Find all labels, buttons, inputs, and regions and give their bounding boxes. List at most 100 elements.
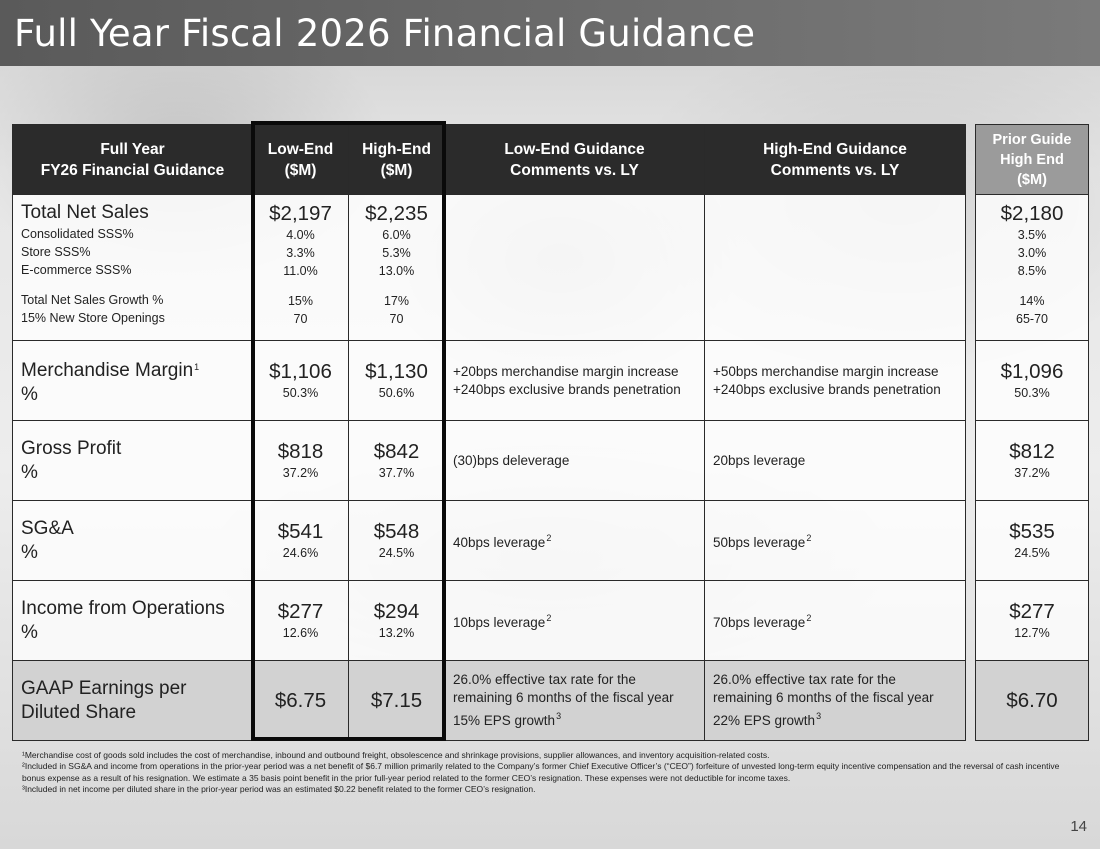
high-value: $842	[373, 440, 420, 463]
title-bar: Full Year Fiscal 2026 Financial Guidance	[0, 0, 1100, 66]
low-comment-cell: 26.0% effective tax rate for the remaini…	[444, 660, 705, 741]
high-value: $294	[373, 600, 420, 623]
eps-high: $7.15	[370, 689, 423, 712]
table-row-merch-margin: Merchandise Margin1 % $1,106 50.3% $1,13…	[12, 340, 966, 421]
header-row: Prior Guide High End ($M)	[975, 124, 1089, 195]
net-sales-high: $2,235	[365, 202, 428, 225]
prior-value: $277	[1009, 600, 1055, 623]
sub-value: 3.3%	[286, 246, 315, 260]
high-comment: +240bps exclusive brands penetration	[713, 381, 941, 397]
high-comment: 50bps leverage	[713, 535, 806, 550]
row-label: Income from Operations	[21, 597, 225, 619]
sub-value: 15%	[287, 294, 314, 308]
prior-row: $277 12.7%	[975, 580, 1089, 661]
prior-guide-table: Prior Guide High End ($M) $2,180 3.5% 3.…	[975, 124, 1089, 741]
sub-label: Total Net Sales Growth %	[21, 293, 164, 307]
net-sales-low: $2,197	[269, 202, 332, 225]
row-label: SG&A	[21, 517, 74, 539]
sub-label: Store SSS%	[21, 245, 91, 259]
low-comment: remaining 6 months of the fiscal year	[453, 690, 674, 705]
footnote-ref: 2	[806, 533, 812, 543]
prior-pct: 24.5%	[1014, 546, 1050, 560]
row-label: GAAP Earnings per	[21, 677, 187, 699]
prior-row-eps: $6.70	[975, 660, 1089, 741]
sub-value: 70	[389, 312, 404, 326]
high-comment: 20bps leverage	[713, 452, 806, 468]
page-title: Full Year Fiscal 2026 Financial Guidance	[14, 12, 756, 55]
low-value-cell: $277 12.6%	[252, 580, 349, 661]
prior-net-sales-cell: $2,180 3.5% 3.0% 8.5% 14% 65-70	[975, 194, 1089, 341]
high-comment: remaining 6 months of the fiscal year	[713, 690, 934, 705]
net-sales-low-comment	[444, 194, 705, 341]
prior-row: $535 24.5%	[975, 500, 1089, 581]
low-value-cell: $541 24.6%	[252, 500, 349, 581]
table-row-gross-profit: Gross Profit % $818 37.2% $842 37.7% (30…	[12, 420, 966, 501]
sub-value: 14%	[1019, 294, 1045, 308]
high-value: $1,130	[365, 360, 428, 383]
low-comment-cell: +20bps merchandise margin increase +240b…	[444, 340, 705, 421]
high-value-cell: $1,130 50.6%	[348, 340, 445, 421]
sub-value: 65-70	[1016, 312, 1048, 326]
row-label-cell: Income from Operations %	[12, 580, 253, 661]
table-row-income-ops: Income from Operations % $277 12.6% $294…	[12, 580, 966, 661]
high-comment: +50bps merchandise margin increase	[713, 363, 939, 379]
low-value-cell: $6.75	[252, 660, 349, 741]
low-comment-cell: 10bps leverage2	[444, 580, 705, 661]
high-value-cell: $7.15	[348, 660, 445, 741]
high-pct: 24.5%	[378, 546, 415, 560]
header-low-comment: Low-End Guidance Comments vs. LY	[444, 124, 705, 195]
net-sales-high-cell: $2,235 6.0% 5.3% 13.0% 17% 70	[348, 194, 445, 341]
row-label-pct: %	[21, 621, 38, 643]
net-sales-label-cell: Total Net Sales Consolidated SSS% Store …	[12, 194, 253, 341]
low-pct: 50.3%	[282, 386, 319, 400]
high-pct: 50.6%	[378, 386, 415, 400]
high-comment: 22% EPS growth	[713, 713, 816, 728]
row-label-cell: Merchandise Margin1 %	[12, 340, 253, 421]
high-comment: 70bps leverage	[713, 615, 806, 630]
prior-pct: 37.2%	[1014, 466, 1050, 480]
prior-value-cell: $535 24.5%	[975, 500, 1089, 581]
header-row: Full Year FY26 Financial Guidance Low-En…	[12, 124, 966, 195]
sub-value: 8.5%	[1017, 264, 1047, 278]
prior-value-cell: $812 37.2%	[975, 420, 1089, 501]
prior-pct: 12.7%	[1014, 626, 1050, 640]
footnote-ref: 1	[194, 361, 200, 372]
high-pct: 37.7%	[378, 466, 415, 480]
low-comment-cell: 40bps leverage2	[444, 500, 705, 581]
high-value-cell: $294 13.2%	[348, 580, 445, 661]
prior-row: $1,096 50.3%	[975, 340, 1089, 421]
sub-value: 13.0%	[378, 264, 415, 278]
prior-value: $812	[1009, 440, 1055, 463]
row-label-cell: GAAP Earnings per Diluted Share	[12, 660, 253, 741]
low-value: $541	[277, 520, 324, 543]
prior-eps-cell: $6.70	[975, 660, 1089, 741]
low-value: $1,106	[269, 360, 332, 383]
high-pct: 13.2%	[378, 626, 415, 640]
high-comment: 26.0% effective tax rate for the	[713, 672, 896, 687]
high-comment-cell: 20bps leverage	[704, 420, 966, 501]
sub-label: 15% New Store Openings	[21, 311, 165, 325]
high-comment-cell: 26.0% effective tax rate for the remaini…	[704, 660, 966, 741]
low-value: $818	[277, 440, 324, 463]
low-value: $277	[277, 600, 324, 623]
row-label-pct: %	[21, 541, 38, 563]
footnote-ref: 2	[546, 533, 552, 543]
footnote-ref: 3	[556, 711, 562, 721]
table-row-sga: SG&A % $541 24.6% $548 24.5% 40bps lever…	[12, 500, 966, 581]
row-label-cell: Gross Profit %	[12, 420, 253, 501]
low-value-cell: $818 37.2%	[252, 420, 349, 501]
prior-net-sales: $2,180	[1000, 202, 1064, 225]
row-label: Gross Profit	[21, 437, 122, 459]
sub-label: Consolidated SSS%	[21, 227, 134, 241]
low-comment-cell: (30)bps deleverage	[444, 420, 705, 501]
footnote-ref: 2	[546, 613, 552, 623]
low-comment: 40bps leverage	[453, 535, 546, 550]
high-value: $548	[373, 520, 420, 543]
sub-value: 70	[293, 312, 308, 326]
row-label-pct: %	[21, 383, 38, 405]
prior-value-cell: $1,096 50.3%	[975, 340, 1089, 421]
sub-label: E-commerce SSS%	[21, 263, 132, 277]
footnote-2: ²Included in SG&A and income from operat…	[22, 761, 1060, 783]
header-low-end: Low-End ($M)	[252, 124, 349, 195]
sub-value: 3.5%	[1017, 228, 1047, 242]
